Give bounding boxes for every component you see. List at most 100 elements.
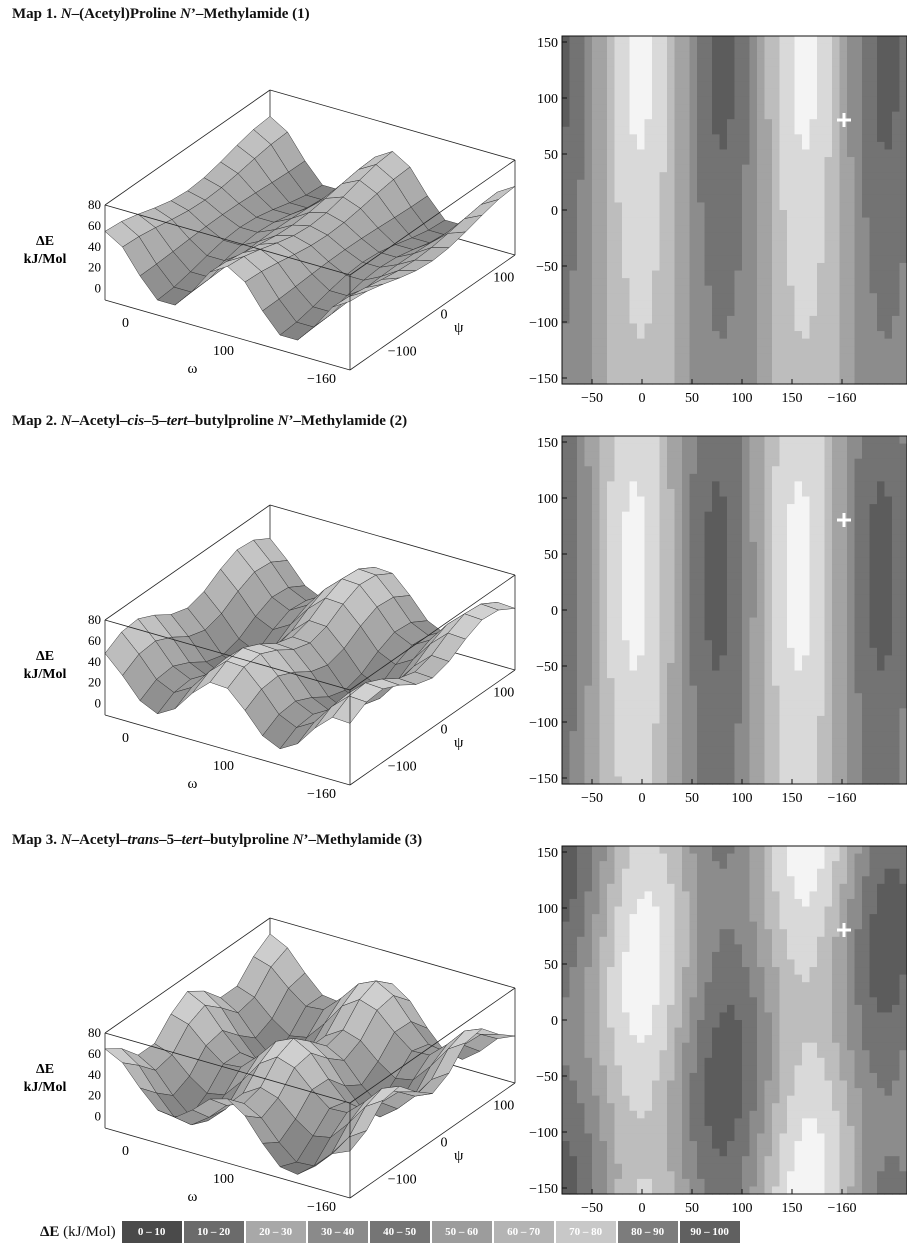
contour-cell (719, 579, 728, 588)
contour-cell (727, 51, 736, 60)
contour-cell (629, 81, 638, 90)
contour-cell (817, 210, 826, 219)
contour-cell (569, 436, 578, 445)
contour-cell (772, 617, 781, 626)
contour-cell (607, 511, 616, 520)
contour-cell (832, 670, 841, 679)
contour-cell (592, 202, 601, 211)
contour-cell (787, 179, 796, 188)
contour-cell (839, 255, 848, 264)
contour-cell (862, 451, 871, 460)
contour-cell (584, 761, 593, 770)
contour-cell (697, 519, 706, 528)
contour-cell (674, 640, 683, 649)
contour-cell (719, 458, 728, 467)
contour-cell (787, 496, 796, 505)
contour-cell (644, 278, 653, 287)
contour-cell (637, 647, 646, 656)
contour-cell (862, 247, 871, 256)
contour-cell (877, 723, 886, 732)
contour-cell (869, 202, 878, 211)
contour-cell (764, 262, 773, 272)
contour-cell (794, 202, 803, 211)
contour-cell (727, 323, 736, 332)
contour-cell (869, 149, 878, 158)
contour-cell (697, 451, 706, 460)
contour-cell (622, 488, 631, 498)
contour-cell (569, 179, 578, 188)
psi-axis-label: ψ (454, 735, 464, 751)
contour-cell (697, 172, 706, 181)
contour-cell (562, 172, 571, 181)
contour-cell (779, 111, 788, 120)
contour-cell (614, 202, 623, 211)
contour-cell (824, 617, 833, 626)
contour-cell (742, 368, 751, 378)
contour-cell (787, 640, 796, 649)
omega-tick-label: −160 (307, 787, 336, 802)
contour-cell (562, 194, 571, 204)
contour-cell (742, 376, 751, 385)
contour-cell (697, 738, 706, 747)
contour-cell (614, 625, 623, 634)
contour-cell (809, 746, 818, 755)
contour-cell (712, 247, 721, 256)
contour-cell (779, 647, 788, 656)
contour-cell (629, 300, 638, 309)
contour-cell (682, 73, 691, 82)
contour-cell (809, 731, 818, 740)
z-tick-label: 20 (88, 675, 101, 690)
contour-cell (727, 270, 736, 279)
contour-cell (562, 157, 571, 166)
contour-cell (794, 541, 803, 551)
contour-cell (712, 232, 721, 241)
contour-cell (884, 526, 893, 535)
contour-cell (659, 534, 668, 543)
contour-cell (757, 594, 766, 604)
contour-cell (592, 511, 601, 520)
contour-cell (764, 331, 773, 340)
contour-cell (712, 466, 721, 475)
contour-cell (614, 534, 623, 543)
contour-cell (757, 534, 766, 543)
contour-cell (884, 187, 893, 196)
contour-cell (599, 685, 608, 694)
contour-cell (584, 731, 593, 740)
contour-cell (809, 368, 818, 378)
contour-cell (584, 247, 593, 256)
contour-cell (682, 776, 691, 785)
contour-cell (644, 587, 653, 596)
contour-cell (734, 194, 743, 204)
contour-cell (689, 247, 698, 256)
contour-cell (637, 270, 646, 279)
contour-cell (884, 172, 893, 181)
contour-cell (884, 647, 893, 656)
contour-cell (659, 526, 668, 535)
contour-cell (757, 141, 766, 151)
contour-cell (562, 708, 571, 717)
contour-cell (862, 134, 871, 143)
contour-cell (637, 331, 646, 340)
contour-cell (629, 458, 638, 467)
contour-cell (719, 255, 728, 264)
contour-cell (599, 43, 608, 52)
contour-cell (817, 262, 826, 272)
contour-cell (674, 715, 683, 725)
contour-cell (794, 534, 803, 543)
contour-cell (839, 526, 848, 535)
contour-cell (607, 88, 616, 98)
contour-cell (667, 368, 676, 378)
contour-cell (809, 715, 818, 725)
contour-cell (629, 179, 638, 188)
contour-cell (794, 210, 803, 219)
contour-cell (869, 73, 878, 82)
contour-cell (704, 247, 713, 256)
contour-cell (577, 43, 586, 52)
contour-cell (877, 300, 886, 309)
contour-cell (637, 315, 646, 325)
contour-cell (637, 678, 646, 687)
contour-cell (712, 451, 721, 460)
contour-cell (577, 670, 586, 679)
contour-cell (719, 119, 728, 128)
contour-cell (674, 541, 683, 551)
